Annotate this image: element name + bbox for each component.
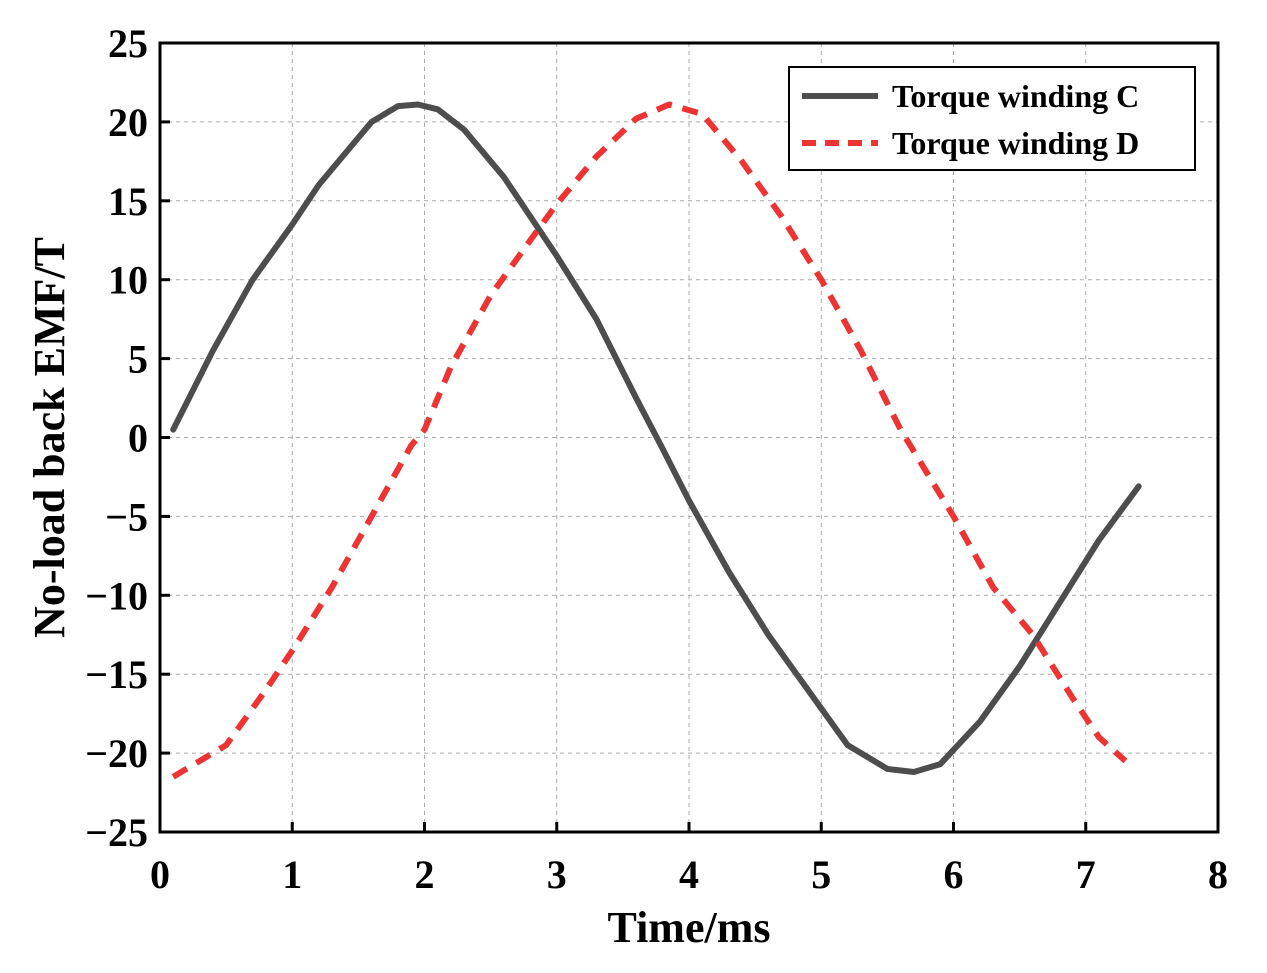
y-tick-label: −25 [85, 810, 148, 855]
y-axis-title: No-load back EMF/T [25, 237, 74, 638]
grid-lines [160, 43, 1218, 832]
y-tick-label: −20 [85, 731, 148, 776]
x-tick-label: 8 [1208, 852, 1228, 897]
series-line-torque-winding-d [171, 101, 1128, 780]
legend-label-torque-winding-c: Torque winding C [892, 78, 1139, 114]
y-tick-label: 20 [108, 100, 148, 145]
legend-box [788, 66, 1196, 171]
y-tick-label: −10 [85, 573, 148, 618]
x-axis-title: Time/ms [608, 903, 771, 952]
series-lines [170, 101, 1142, 780]
x-tick-label: 4 [679, 852, 699, 897]
series-line-torque-winding-c [170, 101, 1142, 775]
x-tick-label: 6 [944, 852, 964, 897]
y-tick-label: −5 [105, 494, 148, 539]
y-tick-label: 5 [128, 337, 148, 382]
y-tick-label: 0 [128, 416, 148, 461]
y-tick-label: 15 [108, 179, 148, 224]
x-tick-label: 5 [811, 852, 831, 897]
legend-label-torque-winding-d: Torque winding D [892, 125, 1139, 161]
x-tick-label: 3 [547, 852, 567, 897]
x-tick-label: 1 [282, 852, 302, 897]
legend: Torque winding C Torque winding D [788, 66, 1196, 171]
x-tick-label: 7 [1076, 852, 1096, 897]
x-tick-label: 0 [150, 852, 170, 897]
axis-ticks: 0 1 2 3 4 5 6 7 8 −25 −20 −15 −10 −5 0 5 10 15 20 25 [85, 21, 1228, 897]
y-tick-label: −15 [85, 652, 148, 697]
y-tick-label: 25 [108, 21, 148, 66]
x-tick-label: 2 [415, 852, 435, 897]
y-tick-label: 10 [108, 258, 148, 303]
